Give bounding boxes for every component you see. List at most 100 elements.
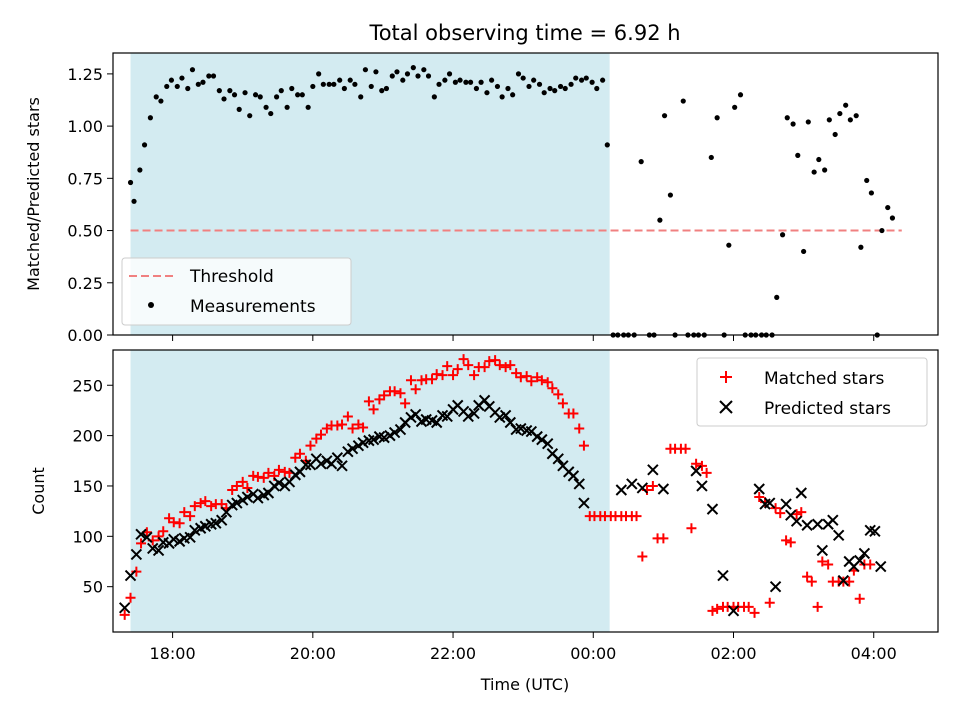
measurement-point xyxy=(843,102,849,108)
predicted-star-point xyxy=(706,503,719,515)
measurement-point xyxy=(737,92,744,98)
measurement-point xyxy=(221,96,227,102)
matched-star-point xyxy=(258,472,269,483)
predicted-star-point xyxy=(837,574,850,587)
measurement-point xyxy=(153,94,159,100)
matched-star-point xyxy=(400,398,411,409)
measurement-point xyxy=(310,83,316,90)
measurement-point xyxy=(552,88,558,94)
measurement-point xyxy=(868,190,874,196)
measurement-point xyxy=(505,85,511,92)
matched-star-point xyxy=(416,375,427,386)
matched-star-point xyxy=(791,509,802,520)
matched-star-point xyxy=(770,503,781,514)
matched-star-point xyxy=(363,396,374,407)
measurement-point xyxy=(431,94,437,100)
measurement-point xyxy=(726,242,732,248)
matched-star-point xyxy=(865,559,876,570)
bottom-x-axis-label: Time (UTC) xyxy=(480,675,569,694)
predicted-star-point xyxy=(769,580,782,593)
measurement-point xyxy=(404,71,411,77)
measurement-point xyxy=(484,90,490,96)
predicted-star-point xyxy=(801,519,813,531)
legend-measurements-swatch xyxy=(148,302,154,308)
matched-star-point xyxy=(701,467,712,478)
bot-xtick-label: 22:00 xyxy=(430,644,476,663)
predicted-star-point xyxy=(567,470,580,482)
matched-star-point xyxy=(305,440,316,451)
top-series-0 xyxy=(127,65,896,338)
measurement-point xyxy=(638,159,644,165)
measurement-point xyxy=(158,98,164,104)
measurement-point xyxy=(832,131,838,138)
measurement-point xyxy=(879,227,885,234)
matched-star-point xyxy=(764,597,775,608)
matched-star-point xyxy=(553,389,564,400)
measurement-point xyxy=(227,88,233,94)
matched-star-point xyxy=(389,386,400,397)
measurement-point xyxy=(467,79,474,85)
matched-star-point xyxy=(242,482,253,493)
matched-star-point xyxy=(379,390,390,401)
matched-star-point xyxy=(195,498,206,509)
top-ytick-label: 0.00 xyxy=(67,326,103,345)
measurement-point xyxy=(247,113,253,119)
measurement-point xyxy=(174,83,180,90)
measurement-point xyxy=(252,92,259,98)
measurement-point xyxy=(858,244,864,250)
measurement-point xyxy=(541,90,547,96)
measurement-point xyxy=(341,85,347,92)
measurement-point xyxy=(368,83,374,90)
predicted-star-point xyxy=(764,497,776,509)
measurement-point xyxy=(837,110,843,117)
predicted-star-point xyxy=(636,482,649,494)
measurement-point xyxy=(389,73,395,79)
measurement-point xyxy=(299,92,305,98)
predicted-star-point xyxy=(141,531,153,544)
matched-star-point xyxy=(248,470,259,481)
matched-star-point xyxy=(854,593,865,604)
predicted-star-point xyxy=(790,515,803,527)
matched-star-point xyxy=(817,556,828,567)
predicted-star-point xyxy=(124,569,137,582)
measurement-point xyxy=(421,67,427,73)
matched-star-point xyxy=(332,420,343,431)
matched-star-point xyxy=(479,362,490,373)
matched-star-point xyxy=(252,471,263,482)
measurement-point xyxy=(200,79,206,85)
matched-star-point xyxy=(812,601,823,612)
measurement-point xyxy=(320,81,326,87)
measurement-point xyxy=(278,88,284,94)
predicted-star-point xyxy=(499,409,512,422)
measurement-point xyxy=(331,81,337,87)
matched-star-point xyxy=(743,601,754,612)
measurement-point xyxy=(604,142,610,148)
matched-star-point xyxy=(263,467,274,478)
predicted-star-point xyxy=(717,569,729,582)
predicted-star-point xyxy=(647,464,659,476)
matched-star-point xyxy=(781,535,792,546)
top-panel: 0.00 0.25 0.50 0.75 1.00 1.25 Total observing… xyxy=(24,21,939,345)
matched-star-point xyxy=(536,375,547,386)
measurement-point xyxy=(795,152,801,158)
matched-star-point xyxy=(637,551,648,562)
measurement-point xyxy=(714,115,720,121)
matched-star-point xyxy=(802,571,813,582)
matched-star-point xyxy=(231,480,242,491)
predicted-star-point xyxy=(462,410,474,423)
bot-series-1 xyxy=(118,394,887,617)
predicted-star-point xyxy=(536,433,548,446)
matched-star-point xyxy=(749,607,760,618)
matched-star-point xyxy=(542,377,553,388)
predicted-star-point xyxy=(626,478,638,490)
predicted-star-point xyxy=(578,497,590,509)
measurement-point xyxy=(822,167,828,173)
measurement-point xyxy=(515,71,522,77)
matched-star-point xyxy=(494,360,505,371)
predicted-star-point xyxy=(827,514,839,526)
measurement-point xyxy=(526,83,532,90)
matched-star-point xyxy=(680,443,691,454)
matched-star-point xyxy=(796,507,807,518)
top-y-axis-label: Matched/Predicted stars xyxy=(24,97,43,291)
measurement-point xyxy=(446,71,453,77)
